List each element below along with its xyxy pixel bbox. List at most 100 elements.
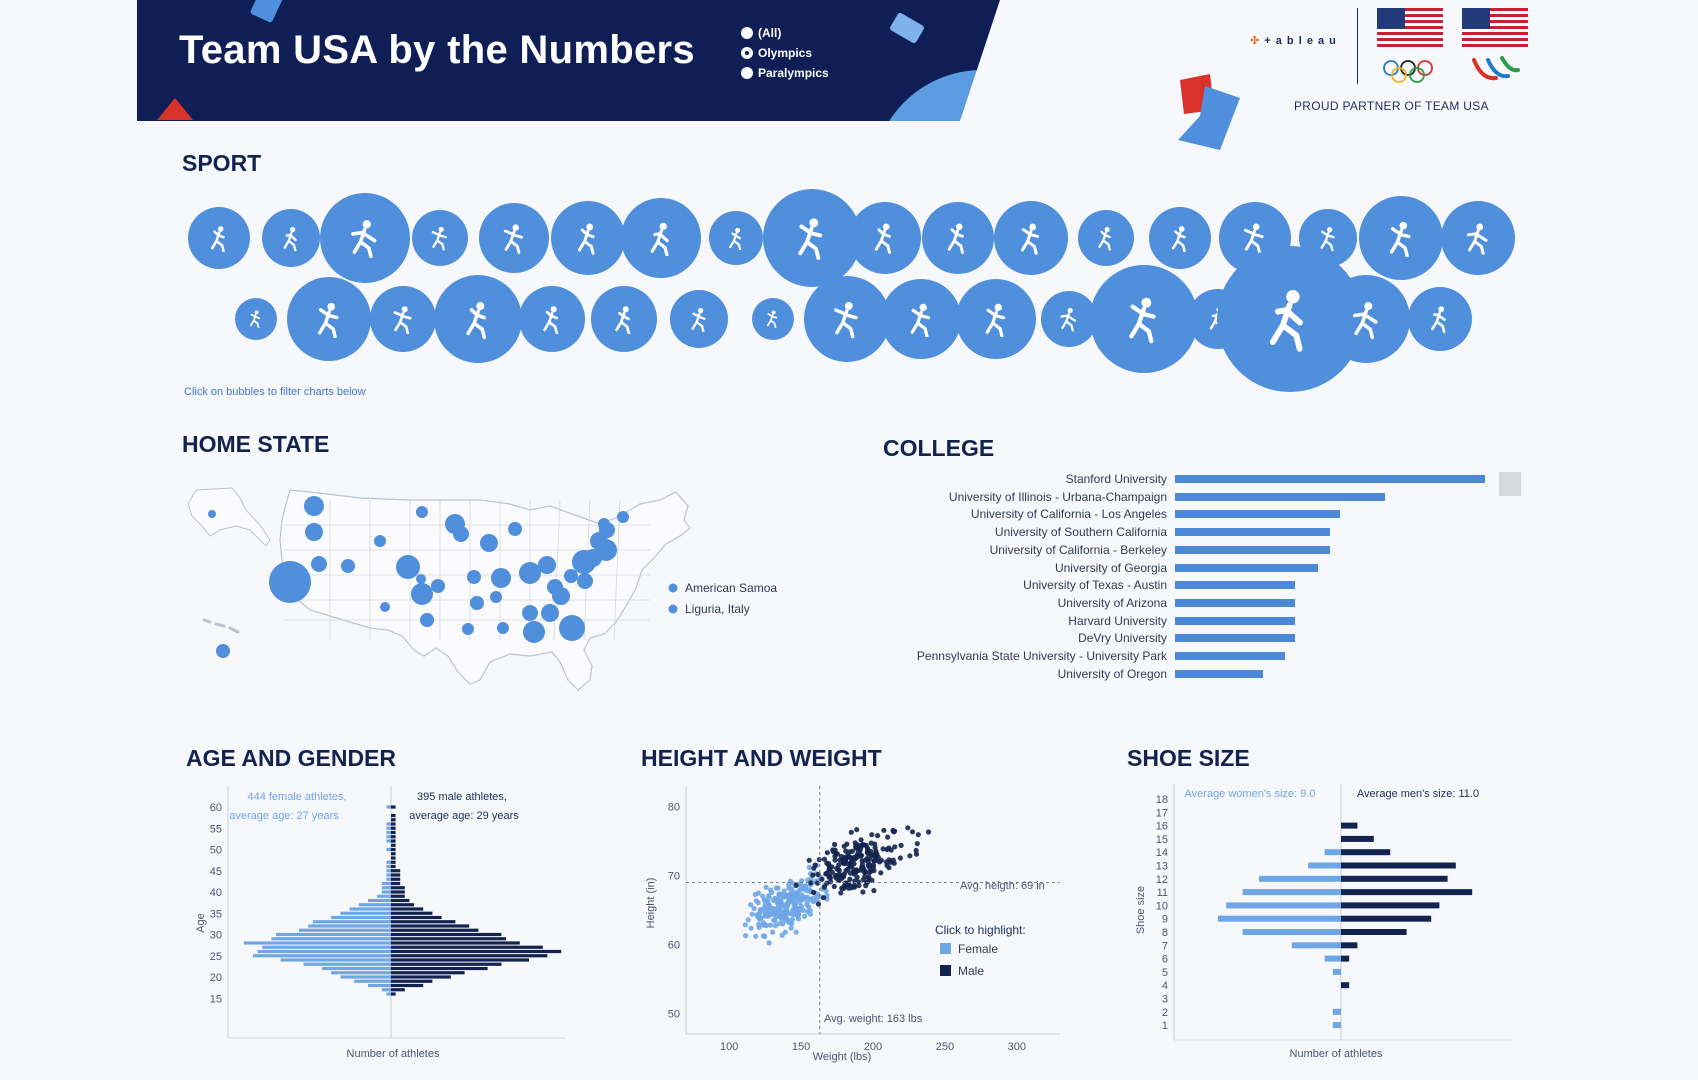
state-bubble[interactable] xyxy=(416,574,426,584)
female-bar[interactable] xyxy=(349,907,391,911)
sport-bubble[interactable] xyxy=(320,193,410,283)
female-bar[interactable] xyxy=(1332,968,1341,975)
male-point[interactable] xyxy=(845,866,851,872)
sport-bubble[interactable] xyxy=(188,207,250,269)
male-point[interactable] xyxy=(875,833,881,839)
female-point[interactable] xyxy=(799,886,805,892)
sport-bubble[interactable] xyxy=(1441,201,1515,275)
male-bar[interactable] xyxy=(391,983,424,988)
female-bar[interactable] xyxy=(358,903,391,907)
male-bar[interactable] xyxy=(391,988,405,992)
male-point[interactable] xyxy=(859,866,865,872)
female-bar[interactable] xyxy=(386,860,391,864)
male-point[interactable] xyxy=(841,843,847,849)
male-point[interactable] xyxy=(866,874,872,880)
female-point[interactable] xyxy=(762,922,768,928)
male-point[interactable] xyxy=(914,841,920,847)
male-point[interactable] xyxy=(883,859,889,865)
state-bubble[interactable] xyxy=(617,511,629,523)
home-state-map[interactable]: American Samoa Liguria, Italy xyxy=(180,470,780,720)
male-bar[interactable] xyxy=(391,958,529,962)
male-point[interactable] xyxy=(836,862,842,868)
male-bar[interactable] xyxy=(1341,982,1350,989)
male-point[interactable] xyxy=(862,873,868,880)
legend-male[interactable]: Male xyxy=(958,964,984,978)
female-point[interactable] xyxy=(743,933,749,939)
female-point[interactable] xyxy=(777,905,783,912)
male-point[interactable] xyxy=(823,871,829,877)
sport-bubble[interactable] xyxy=(287,277,371,361)
female-bar[interactable] xyxy=(257,949,391,954)
sport-bubble[interactable] xyxy=(1149,207,1211,269)
legend-female-swatch[interactable] xyxy=(940,943,951,954)
male-point[interactable] xyxy=(868,840,874,846)
state-bubble[interactable] xyxy=(431,579,445,593)
female-point[interactable] xyxy=(802,913,808,919)
female-bar[interactable] xyxy=(386,839,391,843)
male-bar[interactable] xyxy=(391,843,396,847)
female-bar[interactable] xyxy=(386,826,391,830)
male-point[interactable] xyxy=(819,876,825,882)
male-bar[interactable] xyxy=(1341,849,1391,856)
female-bar[interactable] xyxy=(386,873,391,877)
female-bar[interactable] xyxy=(377,894,391,898)
female-point[interactable] xyxy=(778,898,784,905)
male-point[interactable] xyxy=(862,870,868,876)
state-bubble[interactable] xyxy=(538,556,556,574)
male-point[interactable] xyxy=(881,827,887,833)
female-bar[interactable] xyxy=(1242,889,1341,896)
male-bar[interactable] xyxy=(391,975,451,979)
male-point[interactable] xyxy=(905,825,911,831)
state-bubble[interactable] xyxy=(305,523,323,541)
female-point[interactable] xyxy=(783,905,789,911)
female-bar[interactable] xyxy=(1332,1008,1341,1015)
female-bar[interactable] xyxy=(381,988,391,992)
female-bar[interactable] xyxy=(331,915,391,920)
state-bubble[interactable] xyxy=(490,591,502,603)
sport-bubble[interactable] xyxy=(1078,210,1134,266)
female-bar[interactable] xyxy=(1308,862,1341,869)
state-bubble[interactable] xyxy=(420,613,434,627)
female-point[interactable] xyxy=(755,921,762,927)
legend-female[interactable]: Female xyxy=(958,942,998,956)
male-point[interactable] xyxy=(793,882,799,888)
state-bubble[interactable] xyxy=(470,596,484,610)
male-bar[interactable] xyxy=(391,869,401,873)
male-point[interactable] xyxy=(854,827,860,833)
state-bubble[interactable] xyxy=(552,587,570,605)
sport-bubble[interactable] xyxy=(1359,196,1443,280)
male-bar[interactable] xyxy=(1341,942,1358,949)
male-point[interactable] xyxy=(880,846,886,852)
female-point[interactable] xyxy=(772,923,778,929)
male-point[interactable] xyxy=(864,845,871,851)
college-bar[interactable] xyxy=(1175,616,1295,625)
state-bubble[interactable] xyxy=(491,568,511,588)
college-bar[interactable] xyxy=(1175,510,1340,519)
female-point[interactable] xyxy=(748,902,754,908)
female-bar[interactable] xyxy=(381,890,391,894)
college-bar[interactable] xyxy=(1175,528,1330,537)
male-point[interactable] xyxy=(897,855,903,861)
college-bar[interactable] xyxy=(1175,581,1295,590)
male-bar[interactable] xyxy=(391,818,396,822)
college-bar[interactable] xyxy=(1175,563,1318,572)
male-bar[interactable] xyxy=(391,941,520,945)
female-bar[interactable] xyxy=(1324,955,1341,962)
female-bar[interactable] xyxy=(386,830,391,835)
male-bar[interactable] xyxy=(391,835,396,839)
male-point[interactable] xyxy=(851,867,857,873)
male-point[interactable] xyxy=(855,879,862,885)
scrollbar-thumb[interactable] xyxy=(1499,472,1521,496)
female-bar[interactable] xyxy=(1242,929,1341,935)
male-point[interactable] xyxy=(836,871,842,877)
male-point[interactable] xyxy=(840,856,846,863)
male-bar[interactable] xyxy=(391,903,414,907)
female-point[interactable] xyxy=(778,891,784,897)
female-point[interactable] xyxy=(775,885,781,891)
female-bar[interactable] xyxy=(386,869,391,873)
state-bubble[interactable] xyxy=(396,555,420,579)
female-point[interactable] xyxy=(791,889,797,895)
female-point[interactable] xyxy=(795,916,802,922)
male-bar[interactable] xyxy=(391,852,396,856)
radio-selected-icon[interactable] xyxy=(741,47,753,59)
